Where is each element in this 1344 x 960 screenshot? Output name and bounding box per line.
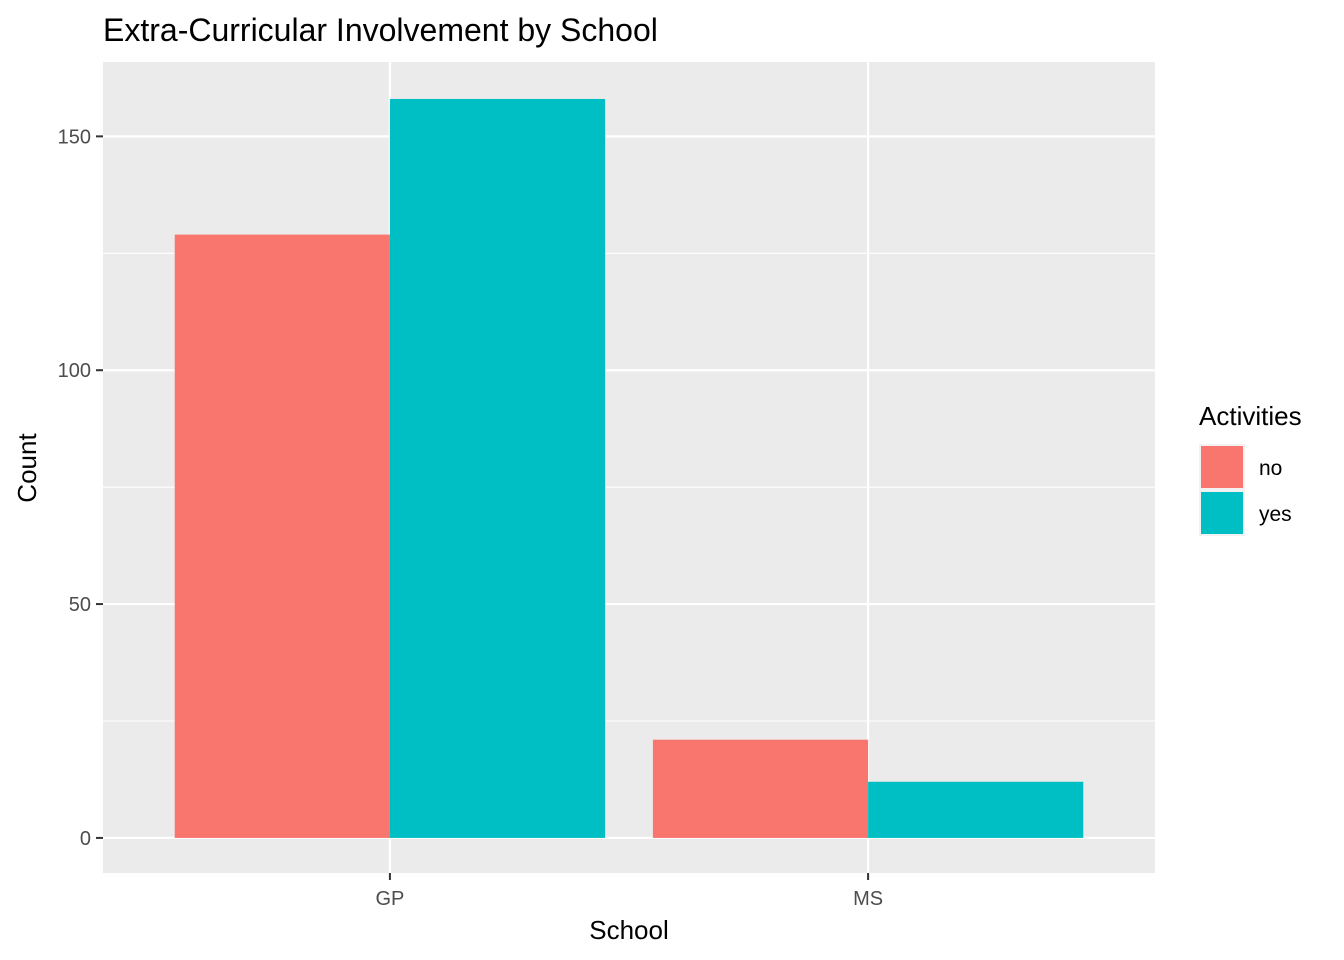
x-axis-ticks: GP MS [375,873,883,910]
y-tick-label: 100 [58,360,91,382]
bar-yes-MS [868,781,1084,838]
legend: Activities no yes [1199,401,1302,536]
legend-label-yes: yes [1259,503,1292,526]
x-tick-label: MS [853,888,883,910]
y-tick-label: 150 [58,126,91,148]
bar-no-GP [174,234,390,838]
legend-label-no: no [1259,457,1282,480]
bar-yes-GP [389,98,606,838]
x-tick-label: GP [375,888,404,910]
y-axis-ticks: 0 50 100 150 [58,126,103,850]
x-axis-title: School [589,915,669,945]
y-axis-title: Count [12,433,42,503]
legend-swatch-yes [1201,492,1243,534]
legend-title: Activities [1199,401,1302,431]
chart-title: Extra-Curricular Involvement by School [103,12,658,48]
y-tick-label: 0 [80,828,91,850]
bar-no-MS [652,739,869,838]
legend-swatch-no [1201,446,1243,488]
y-tick-label: 50 [69,594,91,616]
bar-group [174,98,1084,838]
